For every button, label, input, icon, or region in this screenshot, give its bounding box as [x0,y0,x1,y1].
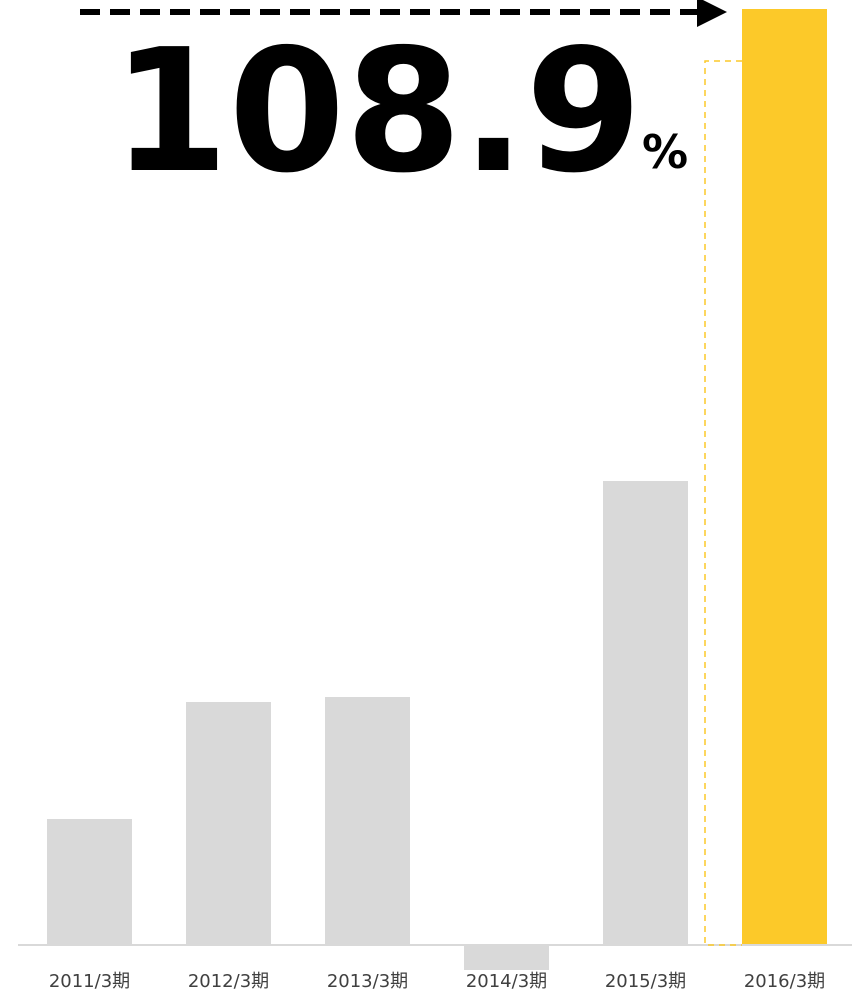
growth-rate-unit: % [642,125,688,179]
bar-2014/3期 [464,945,549,970]
x-tick-label: 2012/3期 [188,971,269,992]
x-tick-label: 2013/3期 [327,971,408,992]
bars-group [47,9,827,970]
x-tick-label: 2014/3期 [466,971,547,992]
bar-2013/3期 [325,697,410,945]
x-tick-label: 2015/3期 [605,971,686,992]
bar-2011/3期 [47,819,132,945]
growth-rate-value: 108.9 [112,13,642,211]
x-tick-label: 2011/3期 [49,971,130,992]
bar-2015/3期 [603,481,688,945]
x-tick-labels: 2011/3期 2012/3期 2013/3期 2014/3期 2015/3期 2016/… [49,971,825,992]
bar-2016/3期 [742,9,827,945]
bar-2012/3期 [186,702,271,945]
growth-guide-dashed [704,60,742,946]
x-tick-label: 2016/3期 [744,971,825,992]
